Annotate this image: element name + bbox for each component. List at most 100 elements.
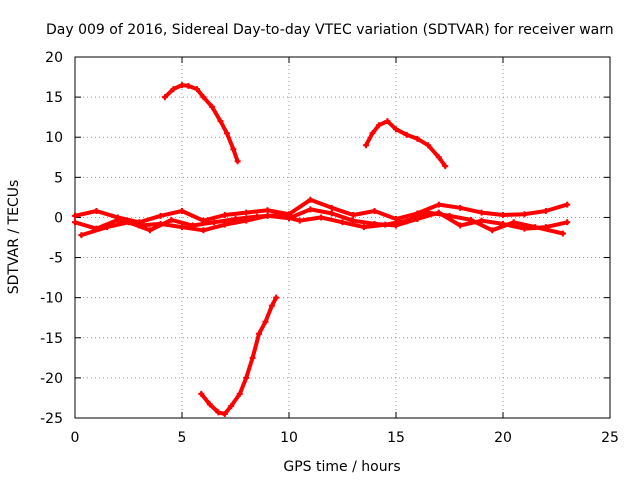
data-point bbox=[532, 224, 539, 231]
data-point bbox=[393, 126, 399, 133]
data-point bbox=[262, 318, 269, 325]
y-tick-label: -5 bbox=[49, 251, 63, 267]
x-tick-label: 25 bbox=[601, 430, 619, 446]
y-tick-label: 0 bbox=[54, 210, 63, 226]
data-point bbox=[442, 163, 449, 170]
data-point bbox=[217, 118, 224, 125]
data-point bbox=[500, 212, 506, 219]
data-point bbox=[564, 219, 571, 226]
series-band-a bbox=[73, 197, 570, 225]
data-point bbox=[215, 409, 222, 416]
data-point bbox=[243, 209, 250, 216]
series-arc-negative bbox=[199, 295, 279, 416]
data-point bbox=[382, 221, 389, 228]
data-point bbox=[307, 206, 314, 213]
data-point bbox=[157, 212, 164, 219]
data-point bbox=[200, 94, 207, 101]
series-arc-positive-2 bbox=[364, 119, 448, 169]
data-point bbox=[243, 374, 250, 381]
y-tick-label: -20 bbox=[40, 371, 63, 387]
data-point bbox=[425, 209, 432, 216]
data-point bbox=[230, 146, 237, 153]
data-point bbox=[414, 135, 421, 142]
data-point bbox=[268, 302, 275, 309]
data-point bbox=[179, 82, 185, 89]
data-point bbox=[371, 208, 378, 215]
y-tick-label: 15 bbox=[45, 90, 63, 106]
grid bbox=[75, 57, 610, 418]
data-point bbox=[189, 222, 196, 229]
y-tick-label: 10 bbox=[45, 130, 63, 146]
data-point bbox=[198, 390, 205, 397]
data-point bbox=[425, 142, 432, 149]
data-point bbox=[72, 212, 78, 219]
data-point bbox=[78, 232, 85, 239]
data-point bbox=[296, 217, 303, 224]
x-tick-label: 5 bbox=[178, 430, 187, 446]
data-point bbox=[221, 410, 228, 417]
x-tick-label: 10 bbox=[280, 430, 298, 446]
data-point bbox=[457, 222, 464, 229]
data-point bbox=[318, 214, 325, 221]
data-point bbox=[146, 227, 153, 234]
data-point bbox=[249, 354, 256, 361]
data-point bbox=[93, 208, 100, 215]
plot-frame bbox=[74, 56, 611, 419]
y-tick-label: 20 bbox=[45, 50, 63, 66]
data-point bbox=[114, 216, 121, 223]
chart-title: Day 009 of 2016, Sidereal Day-to-day VTE… bbox=[46, 22, 614, 38]
data-point bbox=[446, 212, 453, 219]
data-point bbox=[228, 402, 235, 409]
y-tick-label: -10 bbox=[40, 291, 63, 307]
data-point bbox=[161, 94, 168, 101]
y-tick-label: -25 bbox=[40, 411, 63, 427]
data-point bbox=[275, 212, 282, 219]
data-point bbox=[264, 207, 271, 214]
data-point bbox=[211, 219, 218, 226]
data-point bbox=[403, 217, 410, 224]
data-point bbox=[467, 216, 474, 223]
data-point bbox=[328, 204, 335, 211]
data-point bbox=[185, 82, 192, 89]
data-point bbox=[206, 401, 213, 408]
data-point bbox=[328, 210, 335, 217]
data-point bbox=[208, 103, 215, 110]
data-point bbox=[273, 294, 280, 301]
axis-ticks: 0 5 10 15 20 25 20 15 10 5 0 -5 -10 -15 -20 -25 bbox=[40, 50, 619, 446]
data-point bbox=[564, 201, 571, 208]
data-point bbox=[256, 330, 263, 337]
data-point bbox=[200, 227, 207, 234]
data-point bbox=[104, 224, 111, 231]
x-tick-label: 15 bbox=[387, 430, 405, 446]
data-point bbox=[457, 204, 464, 211]
y-axis-label: SDTVAR / TECUs bbox=[6, 180, 22, 295]
data-layer bbox=[72, 82, 571, 417]
data-point bbox=[510, 219, 517, 226]
data-point bbox=[253, 213, 260, 220]
data-point bbox=[521, 211, 528, 218]
data-point bbox=[478, 217, 485, 224]
data-point bbox=[363, 142, 370, 149]
data-point bbox=[179, 208, 185, 215]
data-point bbox=[170, 86, 177, 93]
data-point bbox=[221, 212, 228, 219]
data-point bbox=[435, 201, 442, 208]
x-tick-label: 20 bbox=[494, 430, 512, 446]
data-point bbox=[559, 230, 566, 237]
data-point bbox=[72, 219, 78, 226]
data-point bbox=[232, 216, 239, 223]
data-point bbox=[489, 227, 496, 234]
x-tick-label: 0 bbox=[71, 430, 80, 446]
y-tick-label: 5 bbox=[54, 170, 63, 186]
y-tick-label: -15 bbox=[40, 331, 63, 347]
data-point bbox=[435, 154, 442, 161]
data-point bbox=[179, 224, 185, 231]
data-point bbox=[542, 208, 549, 215]
data-point bbox=[339, 219, 346, 226]
series-band-b bbox=[73, 207, 570, 233]
data-point bbox=[360, 224, 367, 231]
data-point bbox=[168, 216, 175, 223]
data-point bbox=[384, 118, 391, 125]
data-point bbox=[375, 122, 382, 129]
data-point bbox=[236, 390, 243, 397]
